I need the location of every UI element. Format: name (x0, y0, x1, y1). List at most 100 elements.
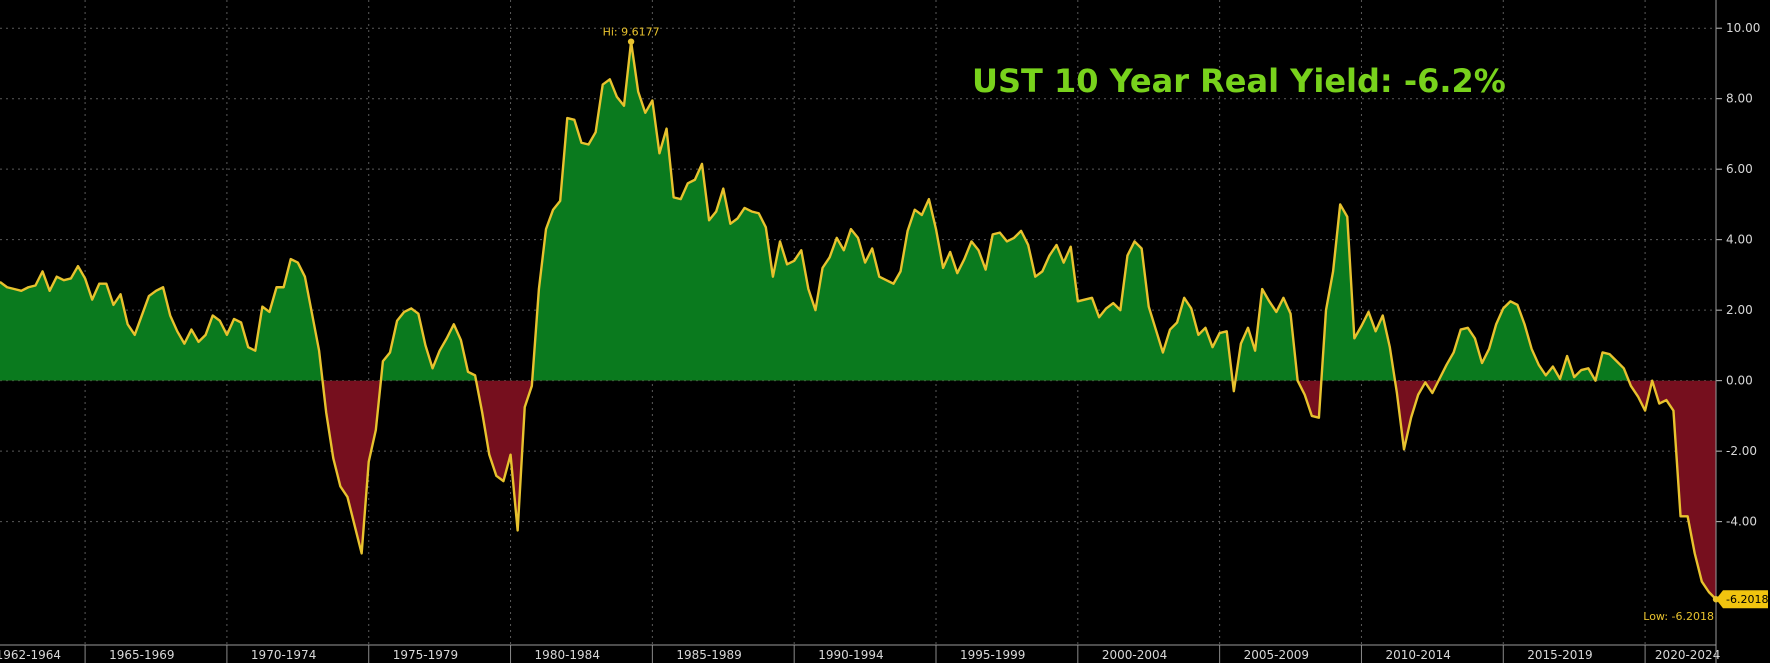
data-point (517, 529, 519, 532)
x-tick-label: 1990-1994 (818, 648, 883, 662)
data-point (715, 210, 717, 213)
x-tick-label: 1975-1979 (393, 648, 458, 662)
data-point (127, 323, 129, 325)
data-point (729, 223, 731, 225)
data-point (1609, 353, 1611, 355)
data-point (495, 475, 497, 477)
data-point (552, 209, 554, 211)
data-point (985, 269, 987, 271)
data-point (1027, 244, 1029, 246)
data-point (1112, 302, 1114, 304)
data-point (467, 371, 469, 373)
data-point (1346, 216, 1348, 218)
data-point (205, 334, 207, 336)
data-point (1481, 362, 1483, 364)
data-point (701, 163, 703, 165)
low-label: Low: -6.2018 (1643, 610, 1714, 623)
data-point (1247, 327, 1249, 329)
data-point (1601, 351, 1604, 354)
data-point (935, 228, 937, 230)
y-tick-label: 4.00 (1726, 233, 1753, 247)
x-tick-label: 2000-2004 (1102, 648, 1167, 662)
data-point (502, 480, 505, 482)
data-point (1133, 240, 1136, 243)
data-point (1694, 552, 1696, 554)
data-point (1495, 323, 1497, 325)
data-point (346, 496, 349, 498)
data-point (758, 212, 760, 214)
data-point (1573, 376, 1575, 378)
data-point (41, 270, 44, 272)
data-point (992, 233, 994, 235)
data-point (0, 281, 1, 283)
data-point (283, 286, 285, 288)
data-point (857, 237, 859, 239)
data-point (424, 344, 427, 347)
data-point (1552, 365, 1554, 368)
data-point (1474, 337, 1476, 339)
data-point (786, 263, 788, 265)
data-point (176, 330, 178, 332)
data-point (1403, 448, 1405, 450)
data-point (1006, 240, 1008, 243)
data-point (680, 198, 682, 200)
data-point (1559, 378, 1561, 380)
data-point (1048, 254, 1051, 257)
data-point (977, 249, 980, 251)
data-point (56, 276, 58, 278)
data-point (98, 283, 100, 285)
data-point (1084, 298, 1086, 301)
data-point (722, 187, 724, 190)
data-point (190, 328, 193, 331)
data-point (1105, 307, 1107, 309)
data-point (403, 311, 405, 313)
data-point (736, 217, 739, 220)
y-tick-label: 2.00 (1726, 303, 1753, 317)
data-point (602, 83, 604, 86)
data-point (1098, 316, 1100, 318)
x-tick-label: 1970-1974 (251, 648, 316, 662)
data-point (1545, 374, 1547, 376)
data-point (474, 374, 476, 376)
data-point (431, 367, 434, 369)
data-point (1197, 334, 1199, 336)
data-point (956, 272, 958, 274)
data-point (481, 411, 483, 413)
data-point (807, 288, 809, 290)
x-tick-label: 2005-2009 (1244, 648, 1309, 662)
y-tick-label: 0.00 (1726, 374, 1753, 388)
y-tick-label: -4.00 (1726, 515, 1757, 529)
data-point (13, 288, 15, 290)
data-point (524, 406, 526, 408)
data-point (212, 314, 214, 317)
data-point (1176, 321, 1178, 324)
data-point (1304, 394, 1306, 396)
data-point (304, 276, 306, 278)
data-point (155, 290, 157, 292)
data-point (673, 196, 675, 198)
data-point (1488, 348, 1490, 350)
data-point (907, 230, 909, 232)
data-point (1169, 328, 1171, 331)
data-point (332, 457, 334, 459)
data-point (545, 228, 547, 230)
data-point (821, 267, 824, 269)
data-point (34, 284, 37, 287)
data-point (1396, 392, 1398, 394)
data-point (1438, 378, 1441, 380)
data-point (765, 226, 767, 228)
data-point (843, 249, 845, 251)
data-point (1616, 360, 1618, 362)
data-point (1240, 343, 1242, 345)
data-point (162, 286, 164, 288)
x-tick-label: 2020-2024 (1655, 648, 1720, 662)
data-point (453, 323, 455, 325)
data-point (1382, 314, 1384, 317)
data-point (921, 214, 923, 216)
annotations: Hi: 9.6177 Low: -6.2018 -6.2018 (603, 26, 1769, 624)
data-point (970, 240, 973, 243)
data-point (368, 461, 370, 463)
data-point (254, 350, 256, 352)
data-point (616, 96, 618, 98)
data-point (1226, 330, 1228, 332)
